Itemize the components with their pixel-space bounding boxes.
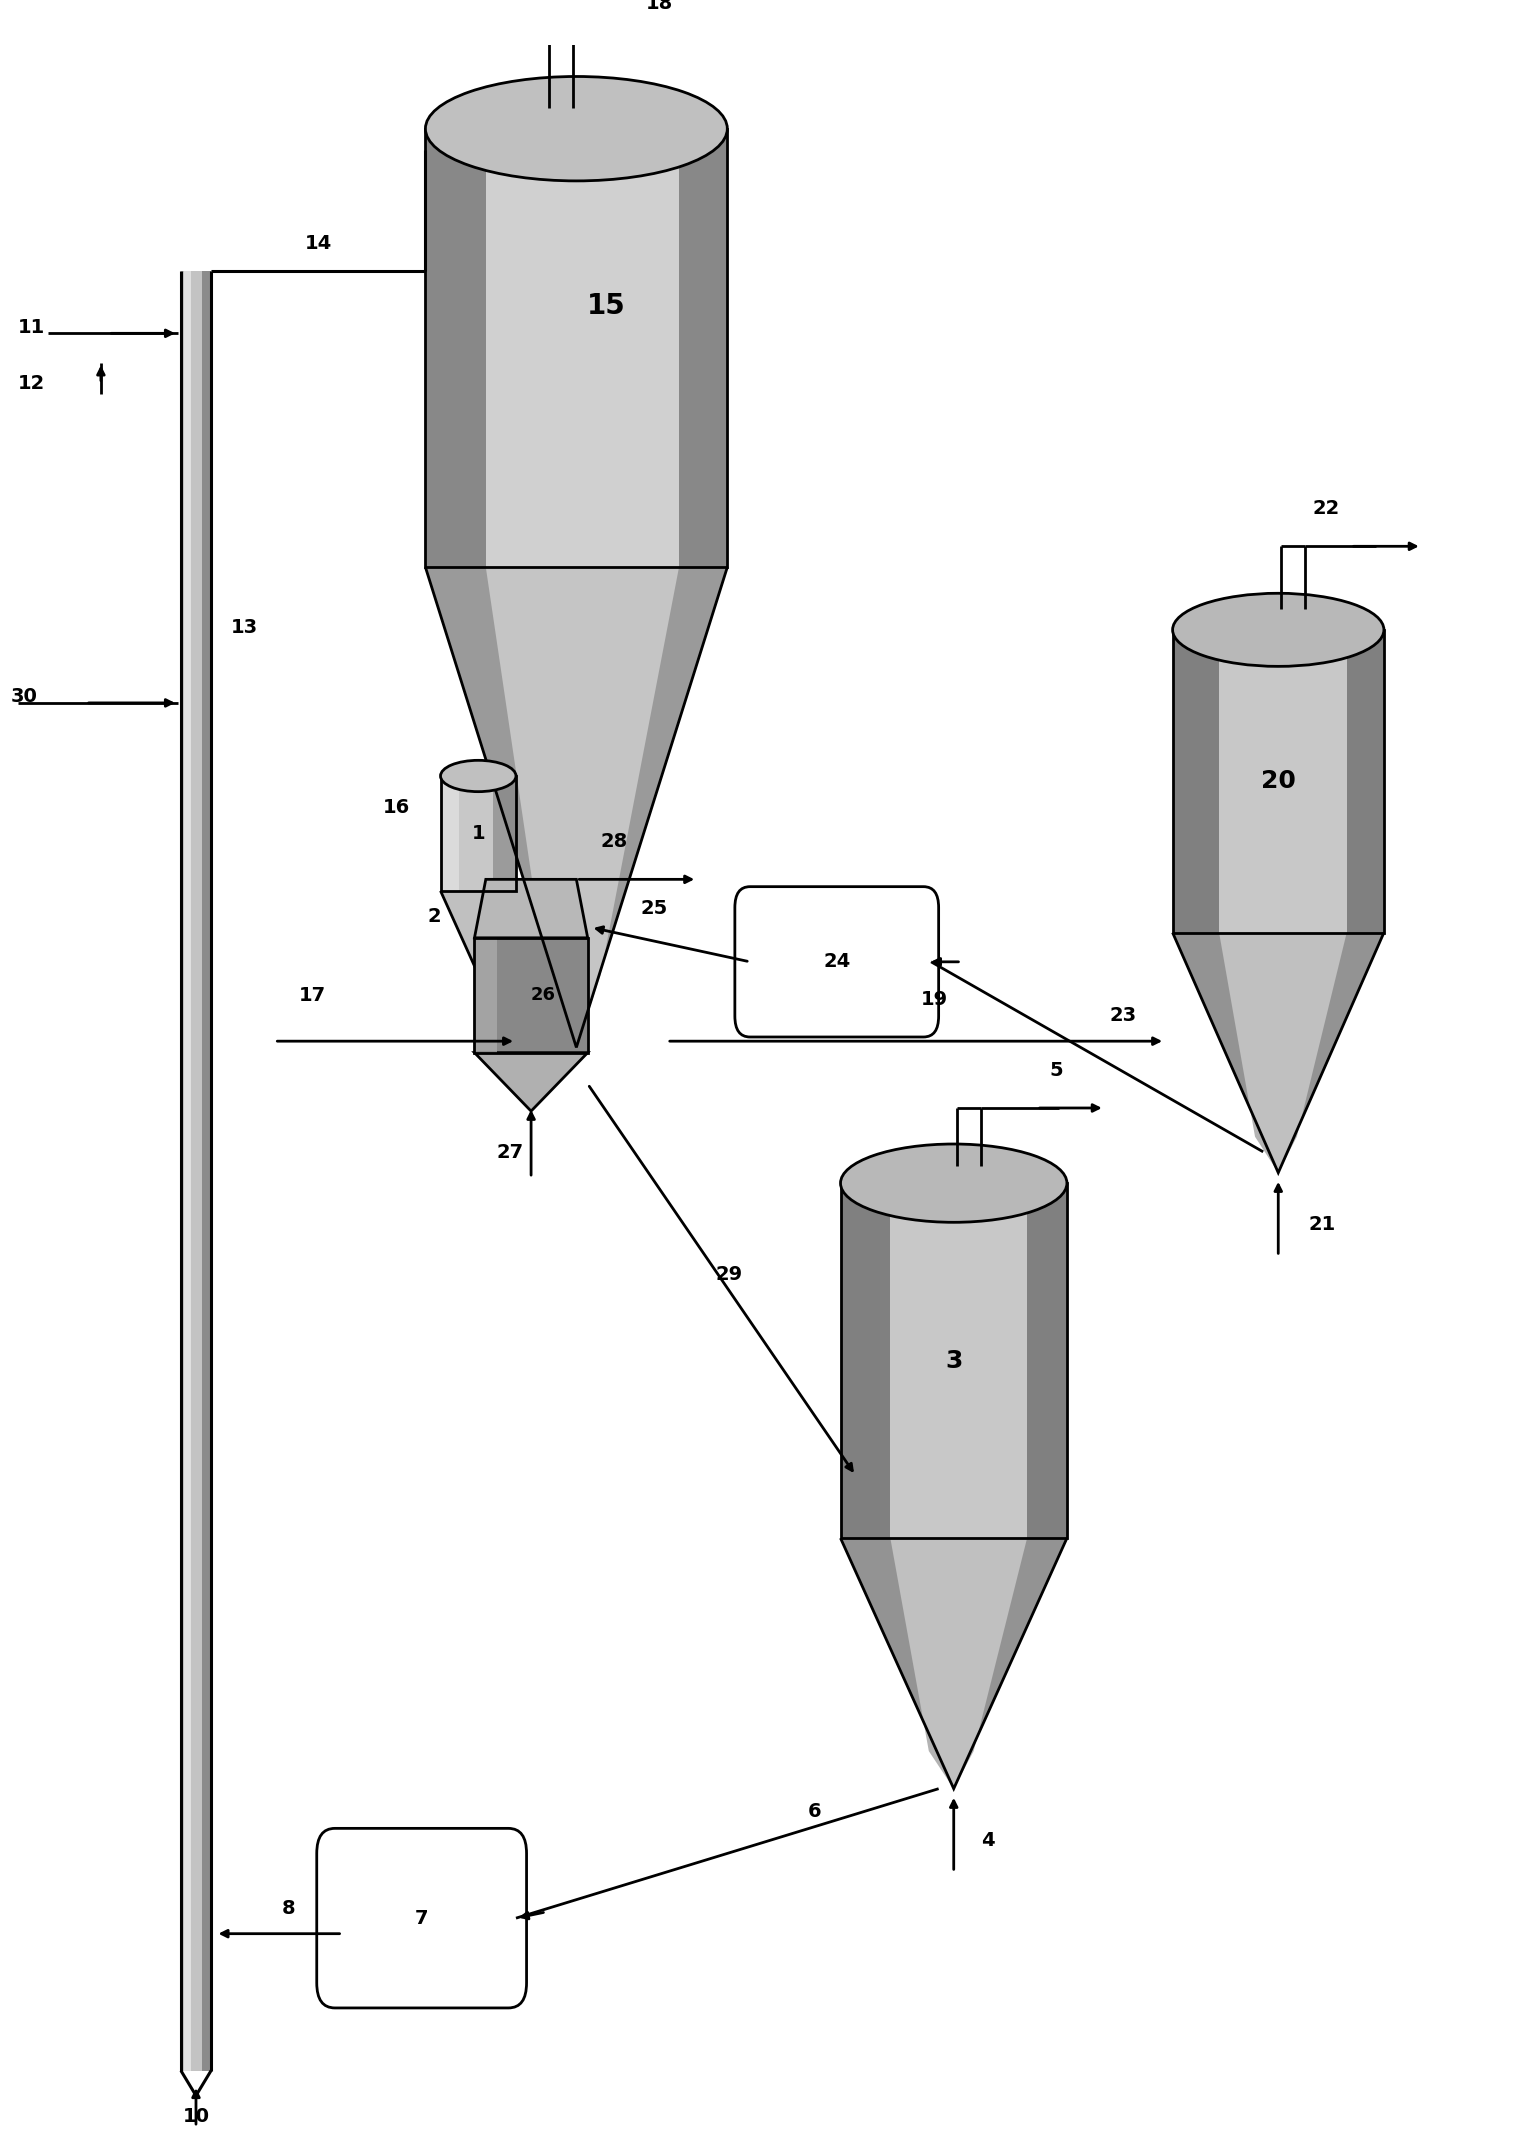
Polygon shape bbox=[441, 891, 517, 974]
Polygon shape bbox=[426, 568, 576, 1047]
Text: 15: 15 bbox=[588, 293, 626, 320]
Text: 21: 21 bbox=[1309, 1215, 1336, 1235]
Bar bbox=[1173, 630, 1220, 933]
Text: 8: 8 bbox=[282, 1899, 295, 1918]
Text: 14: 14 bbox=[305, 235, 332, 252]
Text: 3: 3 bbox=[945, 1348, 962, 1373]
Ellipse shape bbox=[426, 77, 727, 182]
Text: 19: 19 bbox=[921, 989, 948, 1008]
Polygon shape bbox=[1173, 933, 1383, 1173]
Text: 16: 16 bbox=[383, 799, 411, 816]
Ellipse shape bbox=[841, 1145, 1067, 1222]
Bar bbox=[1027, 1183, 1067, 1538]
Text: 29: 29 bbox=[715, 1265, 742, 1284]
Text: 10: 10 bbox=[182, 2106, 209, 2125]
Polygon shape bbox=[426, 568, 727, 1047]
Bar bbox=[474, 938, 588, 1053]
Text: 18: 18 bbox=[645, 0, 673, 13]
Polygon shape bbox=[1279, 933, 1383, 1173]
Text: 11: 11 bbox=[18, 318, 45, 337]
Bar bbox=[441, 775, 459, 891]
Bar bbox=[1173, 630, 1383, 933]
Text: 28: 28 bbox=[600, 833, 627, 852]
Bar bbox=[426, 128, 727, 568]
Text: 7: 7 bbox=[415, 1910, 429, 1927]
Bar bbox=[183, 271, 191, 2070]
Text: 27: 27 bbox=[497, 1143, 524, 1162]
Text: 6: 6 bbox=[807, 1803, 821, 1822]
Bar bbox=[1173, 630, 1383, 933]
Bar bbox=[201, 271, 211, 2070]
Bar bbox=[494, 775, 517, 891]
Text: 5: 5 bbox=[1050, 1062, 1064, 1081]
Text: 20: 20 bbox=[1260, 769, 1295, 792]
Bar bbox=[474, 938, 497, 1053]
Bar bbox=[474, 938, 588, 1053]
Text: 23: 23 bbox=[1110, 1006, 1138, 1025]
Text: 17: 17 bbox=[298, 985, 326, 1004]
Text: 24: 24 bbox=[823, 953, 850, 972]
Bar bbox=[1347, 630, 1383, 933]
Ellipse shape bbox=[441, 760, 517, 792]
Bar bbox=[441, 775, 517, 891]
Ellipse shape bbox=[1173, 594, 1383, 666]
Bar bbox=[426, 128, 727, 568]
Bar bbox=[441, 775, 517, 891]
Bar bbox=[841, 1183, 1067, 1538]
Text: 30: 30 bbox=[11, 688, 38, 707]
Polygon shape bbox=[576, 568, 727, 1047]
Text: 22: 22 bbox=[1314, 500, 1341, 519]
Polygon shape bbox=[841, 1538, 1067, 1788]
Text: 2: 2 bbox=[427, 908, 441, 927]
Text: 1: 1 bbox=[471, 824, 485, 844]
Text: 25: 25 bbox=[641, 899, 667, 918]
Polygon shape bbox=[474, 880, 588, 938]
Polygon shape bbox=[954, 1538, 1067, 1788]
Bar bbox=[426, 128, 486, 568]
Text: 12: 12 bbox=[18, 374, 45, 393]
FancyBboxPatch shape bbox=[735, 886, 939, 1036]
Bar bbox=[180, 271, 211, 2070]
FancyBboxPatch shape bbox=[317, 1828, 527, 2008]
Polygon shape bbox=[841, 1538, 954, 1788]
Bar bbox=[841, 1183, 891, 1538]
Text: 26: 26 bbox=[530, 987, 556, 1004]
Polygon shape bbox=[474, 1053, 588, 1111]
Text: 13: 13 bbox=[230, 617, 258, 637]
Bar bbox=[679, 128, 727, 568]
Polygon shape bbox=[1173, 933, 1279, 1173]
Bar bbox=[841, 1183, 1067, 1538]
Text: 4: 4 bbox=[980, 1831, 994, 1850]
